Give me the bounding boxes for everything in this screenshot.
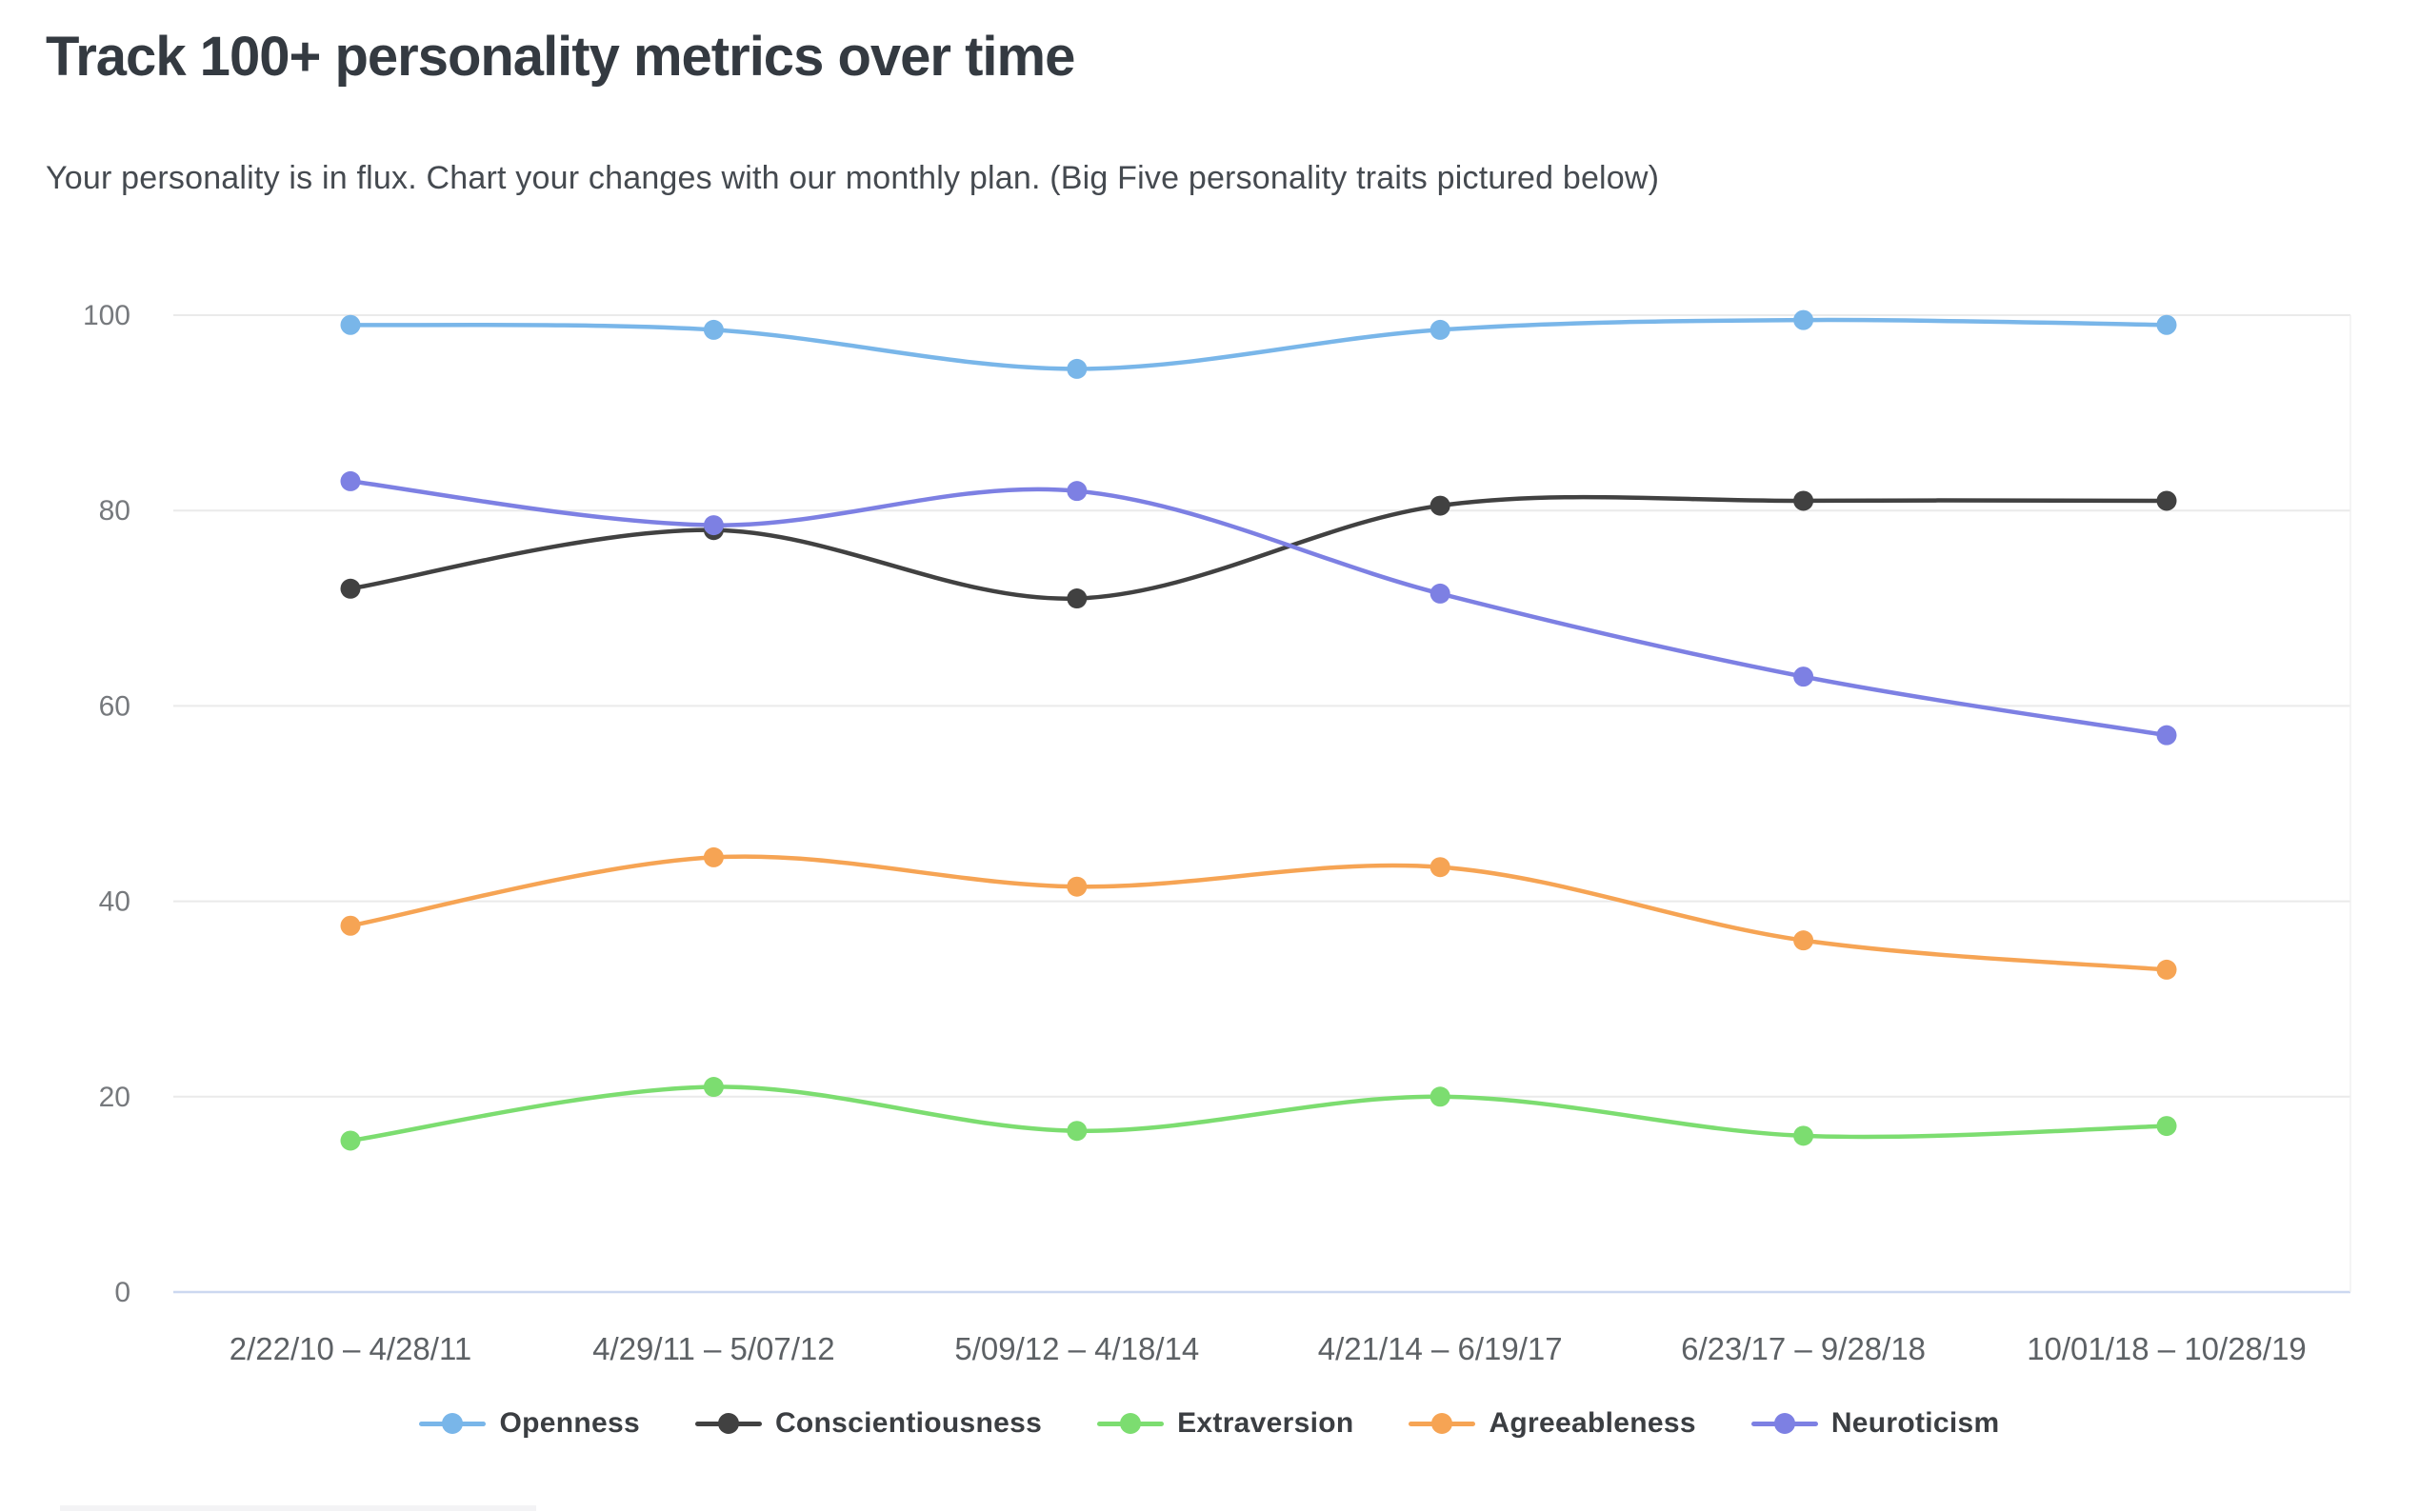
page-subtitle: Your personality is in flux. Chart your … [46, 160, 1660, 196]
point-agreeableness-2[interactable] [1067, 876, 1088, 897]
line-extraversion [348, 1084, 2169, 1144]
personality-line-chart[interactable]: 0 20 40 60 80 100 2/22/10 – 4/28/11 4/29/11 – 5… [0, 0, 2419, 1400]
point-conscientiousness-3[interactable] [1429, 495, 1450, 516]
y-axis-tick-60: 60 [99, 690, 130, 722]
legend-label: Agreeableness [1489, 1407, 1696, 1439]
x-axis-tick-4: 6/23/17 – 9/28/18 [1681, 1331, 1926, 1366]
point-extraversion-5[interactable] [2156, 1116, 2177, 1137]
point-agreeableness-0[interactable] [340, 915, 361, 936]
point-openness-4[interactable] [1793, 309, 1814, 330]
point-openness-0[interactable] [340, 314, 361, 335]
point-extraversion-4[interactable] [1793, 1125, 1814, 1146]
point-neuroticism-3[interactable] [1429, 583, 1450, 604]
legend-item-neuroticism[interactable]: Neuroticism [1750, 1407, 2000, 1440]
legend-line-dot-icon [419, 1413, 487, 1434]
legend-item-agreeableness[interactable]: Agreeableness [1409, 1407, 1696, 1440]
point-openness-1[interactable] [703, 319, 724, 340]
legend-item-openness[interactable]: Openness [419, 1407, 640, 1440]
bottom-edge-artifact [60, 1505, 536, 1511]
legend-item-conscientiousness[interactable]: Conscientiousness [694, 1407, 1043, 1440]
line-openness [348, 317, 2169, 371]
point-extraversion-1[interactable] [703, 1077, 724, 1098]
legend-item-extraversion[interactable]: Extraversion [1097, 1407, 1353, 1440]
point-extraversion-2[interactable] [1067, 1121, 1088, 1142]
point-neuroticism-0[interactable] [340, 470, 361, 491]
chart-legend: Openness Conscientiousness Extraversion Agr… [0, 1407, 2419, 1440]
point-openness-5[interactable] [2156, 314, 2177, 335]
point-neuroticism-2[interactable] [1067, 481, 1088, 502]
point-openness-3[interactable] [1429, 319, 1450, 340]
point-neuroticism-5[interactable] [2156, 725, 2177, 746]
x-axis-tick-0: 2/22/10 – 4/28/11 [230, 1331, 471, 1366]
line-conscientiousness [348, 494, 2169, 601]
legend-label: Openness [499, 1407, 640, 1439]
x-axis-tick-2: 5/09/12 – 4/18/14 [954, 1331, 1199, 1366]
page-title: Track 100+ personality metrics over time [46, 26, 1075, 88]
line-agreeableness [348, 854, 2169, 972]
legend-label: Conscientiousness [774, 1407, 1043, 1439]
point-neuroticism-4[interactable] [1793, 666, 1814, 687]
point-agreeableness-3[interactable] [1429, 857, 1450, 878]
y-axis-tick-0: 0 [114, 1277, 130, 1308]
line-neuroticism [348, 479, 2169, 738]
y-axis-tick-100: 100 [83, 300, 130, 331]
y-axis-tick-80: 80 [99, 495, 130, 527]
legend-line-dot-icon [694, 1413, 762, 1434]
point-openness-2[interactable] [1067, 358, 1088, 379]
point-conscientiousness-4[interactable] [1793, 490, 1814, 511]
point-agreeableness-1[interactable] [703, 846, 724, 867]
legend-label: Neuroticism [1830, 1407, 2000, 1439]
x-axis-tick-3: 4/21/14 – 6/19/17 [1318, 1331, 1563, 1366]
y-axis-tick-40: 40 [99, 886, 130, 918]
point-agreeableness-5[interactable] [2156, 959, 2177, 980]
legend-label: Extraversion [1177, 1407, 1354, 1439]
legend-line-dot-icon [1409, 1413, 1476, 1434]
x-axis-tick-1: 4/29/11 – 5/07/12 [592, 1331, 834, 1366]
point-extraversion-3[interactable] [1429, 1086, 1450, 1107]
legend-line-dot-icon [1750, 1413, 1818, 1434]
point-extraversion-0[interactable] [340, 1130, 361, 1151]
point-conscientiousness-5[interactable] [2156, 490, 2177, 511]
legend-line-dot-icon [1097, 1413, 1165, 1434]
y-axis-tick-20: 20 [99, 1082, 130, 1113]
point-conscientiousness-0[interactable] [340, 578, 361, 599]
x-axis-tick-5: 10/01/18 – 10/28/19 [2027, 1331, 2307, 1366]
point-conscientiousness-2[interactable] [1067, 588, 1088, 609]
point-agreeableness-4[interactable] [1793, 930, 1814, 951]
point-neuroticism-1[interactable] [703, 515, 724, 536]
